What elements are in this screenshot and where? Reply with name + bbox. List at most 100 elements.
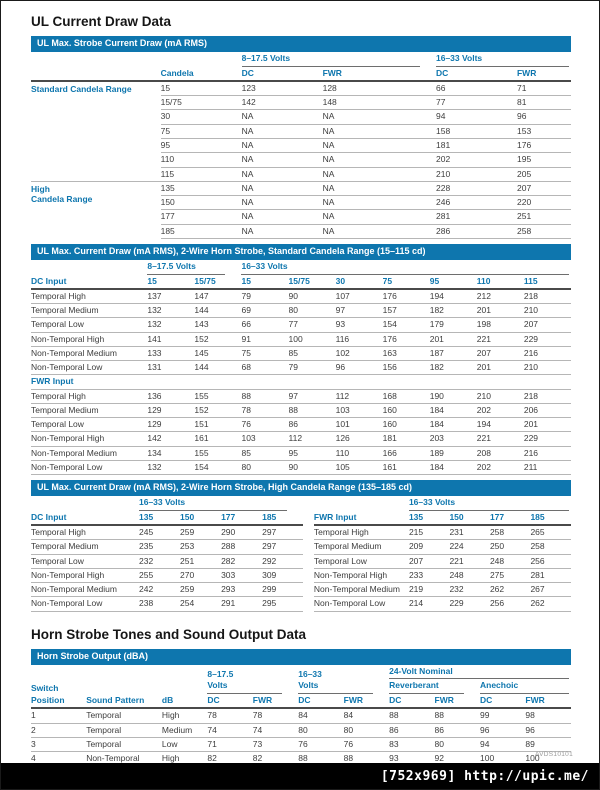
volt-group-label: 16–33 Volts: [408, 497, 569, 511]
current-value-cell: 176: [516, 138, 571, 154]
current-value-cell: 76: [241, 417, 289, 433]
col-header-candela: 150: [449, 510, 490, 527]
output-value-cell: 84: [298, 708, 344, 724]
spacer-cell: [86, 679, 162, 694]
current-value-cell: 282: [221, 554, 263, 569]
current-value-cell: 256: [530, 554, 571, 569]
current-value-cell: 110: [335, 446, 383, 461]
current-value-cell: 295: [262, 596, 304, 612]
gap-cell: [303, 511, 314, 525]
current-value-cell: 78: [241, 403, 289, 419]
tone-label-cell: Temporal Low: [31, 417, 148, 433]
current-value-cell: 176: [382, 288, 430, 305]
current-value-cell: 132: [147, 303, 195, 319]
current-value-cell: 179: [429, 317, 477, 333]
current-value-cell: 102: [335, 346, 383, 362]
output-value-cell: 78: [207, 708, 253, 724]
current-draw-row: Non-Temporal High 255 270 303 309 Non-Tempora…: [31, 568, 571, 584]
current-value-cell: 246: [435, 195, 517, 211]
current-draw-row: Temporal Medium 235 253 288 297 Temporal Medi…: [31, 539, 571, 555]
col-header-candela: 95: [429, 274, 477, 290]
col-header-dc: DC: [298, 694, 344, 710]
current-value-cell: 90: [288, 288, 336, 305]
column-header-row: Position Sound Pattern dB DC FWR DC FWR …: [31, 694, 571, 710]
current-value-cell: 267: [530, 582, 571, 598]
candela-value-cell: 30: [160, 109, 242, 125]
output-table-header-bar: Horn Strobe Output (dBA): [31, 648, 571, 665]
current-value-cell: 77: [435, 95, 517, 111]
tone-label-cell: Temporal Low: [313, 554, 409, 569]
current-value-cell: 155: [194, 389, 242, 404]
current-value-cell: 90: [288, 460, 336, 476]
current-value-cell: 219: [408, 582, 450, 598]
current-draw-row: Temporal High 136 155 88 97 112 168 190 210 218: [31, 389, 571, 404]
output-value-cell: 86: [434, 723, 480, 738]
current-value-cell: 233: [408, 568, 450, 584]
tone-label-cell: Non-Temporal Medium: [31, 582, 139, 598]
spacer-cell: [162, 679, 207, 694]
candela-value-cell: 110: [160, 152, 242, 168]
current-value-cell: 221: [449, 554, 490, 569]
volt-group-label: 16–33 Volts: [139, 497, 288, 511]
current-value-cell: 238: [139, 596, 181, 612]
volt-group-row-1: 8–17.5 16–33 24-Volt Nominal: [31, 665, 571, 680]
column-header-row: DC Input 135 150 177 185 FWR Input 135 1…: [31, 510, 571, 527]
strobe-table-row: High Candela Range 135 NA NA 228 207: [31, 181, 571, 203]
volt-group-16-33-line2: Volts: [298, 679, 389, 695]
current-value-cell: 229: [523, 332, 571, 347]
gap-cell: [303, 540, 314, 554]
current-value-cell: 69: [241, 303, 289, 319]
current-value-cell: 299: [262, 582, 304, 598]
current-value-cell: 168: [382, 389, 430, 404]
output-value-cell: 71: [207, 737, 253, 753]
current-value-cell: 297: [262, 525, 304, 541]
section-title-sound-output: Horn Strobe Tones and Sound Output Data: [31, 626, 306, 642]
current-value-cell: 258: [516, 224, 571, 239]
current-value-cell: 286: [435, 224, 517, 239]
std-range-current-table: 8–17.5 Volts 16–33 Volts DC Input 15 15/…: [31, 260, 571, 476]
switch-position-cell: 3: [31, 737, 87, 753]
current-value-cell: 77: [288, 317, 336, 333]
col-header-dc: DC: [207, 694, 253, 710]
current-value-cell: 131: [147, 360, 195, 376]
current-value-cell: 184: [429, 403, 477, 419]
current-value-cell: 262: [530, 596, 571, 612]
volt-group-8-17: 8–17.5 Volts: [147, 260, 241, 275]
current-value-cell: 66: [435, 80, 517, 97]
volt-group-8-17: 8–17.5: [207, 665, 298, 680]
strobe-table-row: 15/75 142 148 77 81: [31, 95, 571, 111]
gap-cell: [303, 583, 314, 597]
volt-group-16-33: 16–33: [298, 665, 389, 680]
current-value-cell: 132: [147, 460, 195, 476]
candela-value-cell: 185: [160, 224, 242, 239]
output-value-cell: 96: [525, 723, 571, 738]
output-value-cell: 86: [389, 723, 435, 738]
current-value-cell: 160: [382, 417, 430, 433]
volt-group-label: Volts: [298, 681, 374, 695]
current-value-cell: 251: [516, 209, 571, 225]
output-value-cell: 80: [343, 723, 390, 738]
current-value-cell: 101: [335, 417, 383, 433]
current-value-cell: 194: [429, 288, 477, 305]
current-value-cell: 209: [408, 539, 450, 555]
current-value-cell: 126: [335, 431, 383, 447]
spacer-cell: [314, 496, 409, 511]
current-value-cell: 152: [194, 332, 242, 347]
current-value-cell: 160: [382, 403, 430, 419]
col-header-candela: 185: [262, 510, 304, 527]
current-value-cell: 147: [194, 288, 242, 305]
current-value-cell: 207: [408, 554, 450, 569]
col-header-dc: DC: [241, 66, 323, 82]
current-value-cell: 201: [476, 360, 524, 376]
current-value-cell: 184: [429, 417, 477, 433]
current-value-cell: 297: [262, 539, 304, 555]
current-value-cell: 203: [429, 431, 477, 447]
volt-group-16-33: 16–33 Volts: [408, 496, 571, 511]
col-header-candela: 15/75: [288, 274, 336, 290]
tone-label-cell: Non-Temporal High: [31, 568, 139, 584]
volt-group-16-33: 16–33 Volts: [241, 260, 571, 275]
col-header-candela: 15/75: [194, 274, 242, 290]
candela-value-cell: 15: [160, 80, 242, 97]
watermark-bar: [752x969] http://upic.me/: [1, 763, 599, 789]
